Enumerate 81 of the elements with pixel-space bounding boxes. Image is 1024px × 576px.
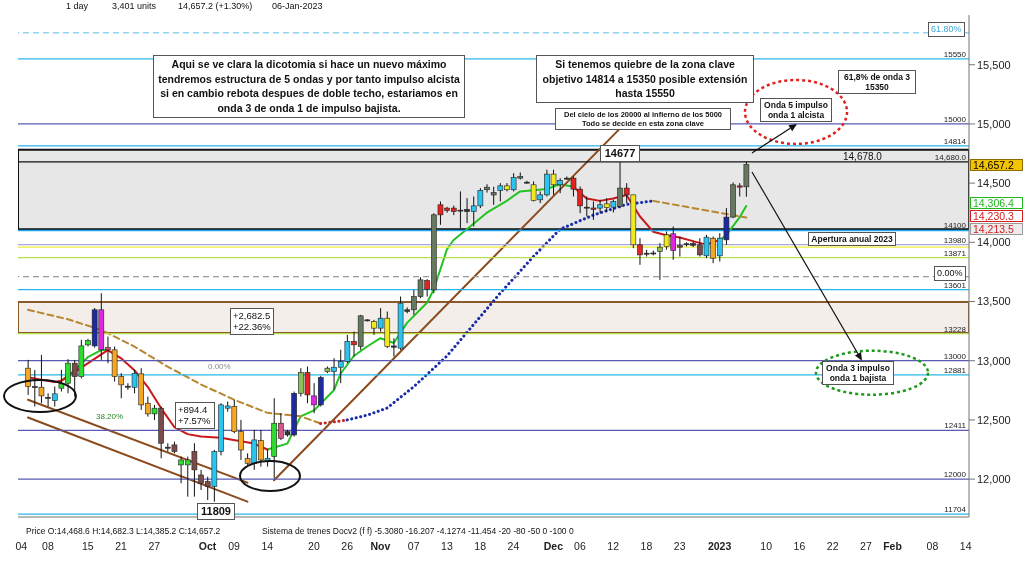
ref-line-label: 13601 [943,280,967,290]
annotation: 11809 [197,503,235,521]
ref-line-label: 15550 [943,49,967,59]
annotation: 0.00% [934,266,966,281]
x-tick-label: 04 [15,540,28,553]
annotation: 14677 [600,145,640,163]
annotation: 0.00% [208,362,231,372]
x-tick-label: 23 [673,540,686,553]
x-tick-label: 18 [474,540,487,553]
ref-line-label: 13228 [943,324,967,334]
x-tick-label: 06 [574,540,586,553]
ref-line-label: 14,680.0 [934,152,967,162]
x-tick-label: Dec [543,540,564,553]
x-tick-label: 09 [228,540,241,553]
x-tick-label: 18 [640,540,653,553]
ref-line-label: 14814 [943,136,967,146]
ref-line-label: 13000 [943,351,967,361]
ref-line-label: 12411 [944,421,967,431]
y-tick-label: 15,500 [977,58,1011,71]
x-tick-label: 15 [81,540,94,553]
x-tick-label: Oct [198,540,217,553]
x-tick-label: 21 [115,540,128,553]
x-tick-label: 12 [607,540,620,553]
y-tick-label: 13,000 [977,354,1011,367]
annotation: Onda 5 impulso onda 1 alcista [760,97,832,123]
annotation: Onda 3 impulso onda 1 bajista [822,360,894,386]
text: Price O:14,468.6 H:14,682.3 L:14,385.2 C:14,657.2 [26,526,221,537]
x-tick-label: 14 [959,540,972,553]
candlestick [657,242,663,281]
ref-line-label: 12000 [943,470,967,480]
x-tick-label: 27 [148,540,161,553]
line-series [652,199,748,219]
x-tick-label: 14 [261,540,274,553]
x-tick-label: 08 [926,540,939,553]
ref-line-label: 11704 [944,505,967,515]
x-tick-label: 13 [441,540,453,553]
x-tick-label: 20 [308,540,320,553]
x-tick-label: Feb [883,540,902,553]
y-tick-label: 13,500 [977,295,1011,308]
x-tick-label: 08 [42,540,54,553]
text: 14,213.5 [970,223,1023,235]
ref-line-label: 13871 [943,248,967,258]
line-series [26,308,322,425]
y-tick-label: 14,000 [977,236,1011,249]
ref-line-label: 15000 [943,114,967,124]
text: 14,230.3 [970,210,1023,222]
text: 3,401 units [112,1,157,12]
x-tick-label: 24 [507,540,520,553]
annotation: +894.4 +7.57% [175,402,215,429]
y-tick-label: 12,500 [977,413,1011,426]
x-tick-label: 07 [407,540,420,553]
text: 14,306.4 [970,197,1023,209]
x-tick-label: Nov [370,540,391,553]
annotation: 14,678.0 [843,151,882,163]
ref-line-label: 12881 [943,365,967,375]
annotation: 38.20% [96,412,124,422]
text: 14,657.2 (+1.30%) [178,1,253,12]
x-tick-label: 22 [826,540,839,553]
annotation: Si tenemos quiebre de la zona clave objetivo 14814 a 15350 posible extensión hasta 15550 [536,55,754,104]
annotation: +2,682.5 +22.36% [230,308,274,335]
text: 14,657.2 [970,159,1023,171]
x-tick-label: 16 [793,540,806,553]
x-tick-label: 2023 [707,540,732,553]
annotation: Apertura anual 2023 [808,232,896,247]
annotation: Aqui se ve clara la dicotomia si hace un nuevo máximo tendremos estructura de 5 ondas y por tanto impulso alcista si en cambio rebota despues de doble techo, estariamos en onda 3 de onda 1 de impulso bajista. [153,55,465,118]
candlestick [490,186,497,206]
y-tick-label: 15,000 [977,117,1011,130]
x-tick-label: 10 [760,540,773,553]
text: 1 day [66,1,89,12]
ref-line-label: 13980 [943,235,967,245]
y-tick-label: 14,500 [977,177,1011,190]
y-tick-label: 12,000 [977,473,1011,486]
x-tick-label: 26 [341,540,354,553]
ref-line-label: 14100 [943,221,967,231]
x-tick-label: 27 [860,540,872,553]
annotation: 61,8% de onda 3 15350 [838,70,916,95]
text: Sistema de trenes Docv2 (f f) -5.3080 -16.207 -4.1274 -11.454 -20 -80 -50 0 -100 0 [262,526,574,537]
text: 06-Jan-2023 [272,1,323,12]
candlestick [484,183,490,194]
annotation: 61.80% [928,22,965,37]
line-series [345,199,655,422]
